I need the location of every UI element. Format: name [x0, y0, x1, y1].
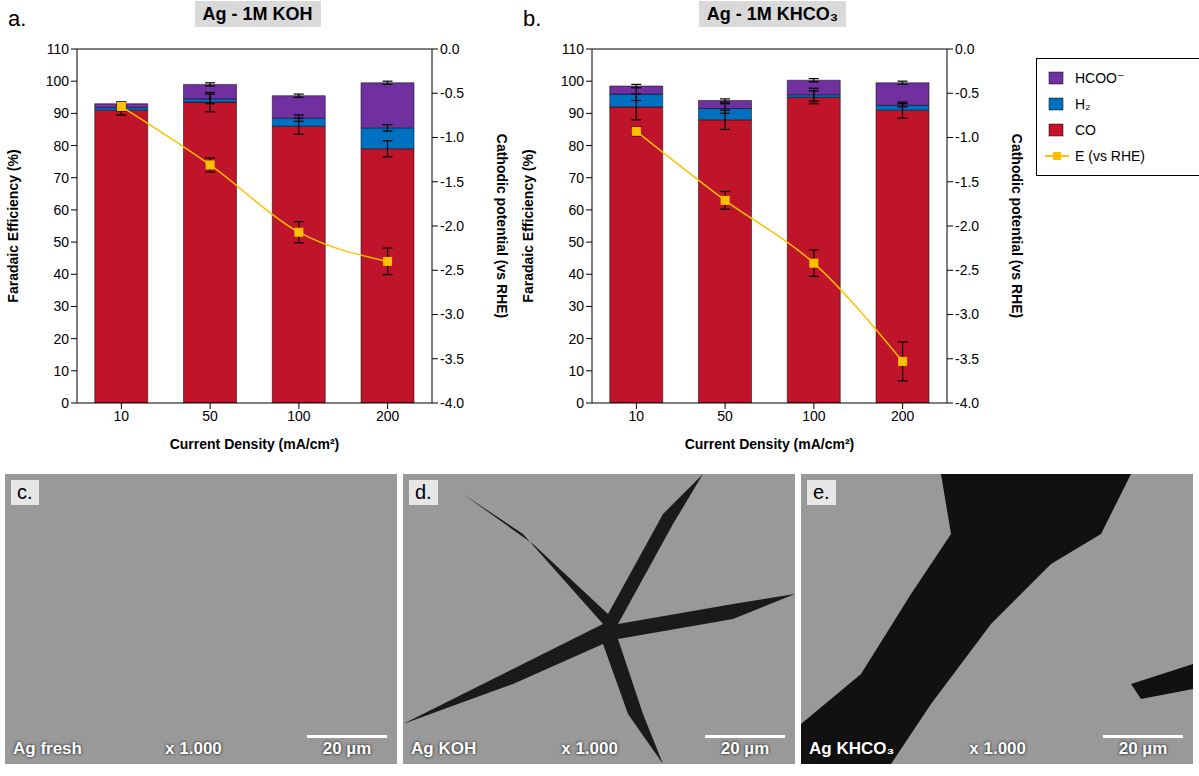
html-text:b.: b.	[523, 6, 542, 31]
svg-text:Faradaic Efficiency (%): Faradaic Efficiency (%)	[520, 149, 536, 302]
svg-text:110: 110	[47, 41, 70, 57]
html-text:HCOO⁻: HCOO⁻	[1075, 70, 1125, 86]
html-text:H₂: H₂	[1075, 96, 1091, 112]
html-text:CO: CO	[1075, 122, 1096, 138]
svg-text:-1.0: -1.0	[955, 129, 979, 145]
html-text:x 1.000: x 1.000	[165, 739, 222, 758]
svg-text:10: 10	[568, 363, 584, 379]
svg-text:-0.5: -0.5	[440, 85, 464, 101]
html-text:d.: d.	[415, 481, 432, 503]
svg-text:0: 0	[61, 395, 69, 411]
svg-text:Current Density (mA/cm²): Current Density (mA/cm²)	[685, 436, 855, 452]
svg-text:40: 40	[53, 266, 69, 282]
svg-text:-2.5: -2.5	[955, 262, 979, 278]
svg-text:-3.0: -3.0	[440, 306, 464, 322]
svg-text:-2.5: -2.5	[440, 262, 464, 278]
html-text:Ag KOH: Ag KOH	[411, 739, 477, 758]
svg-text:30: 30	[568, 298, 584, 314]
svg-text:70: 70	[53, 170, 69, 186]
svg-text:80: 80	[568, 138, 584, 154]
svg-text:-2.0: -2.0	[440, 218, 464, 234]
svg-text:100: 100	[561, 73, 585, 89]
svg-text:50: 50	[53, 234, 69, 250]
svg-text:Cathodic potential (vs RHE): Cathodic potential (vs RHE)	[1009, 134, 1025, 318]
html-text:20 µm: 20 µm	[1118, 739, 1168, 758]
svg-text:0: 0	[576, 395, 584, 411]
svg-text:50: 50	[717, 408, 733, 424]
svg-text:90: 90	[53, 105, 69, 121]
svg-text:-2.0: -2.0	[955, 218, 979, 234]
svg-text:-1.5: -1.5	[955, 174, 979, 190]
svg-text:110: 110	[562, 41, 585, 57]
html-text:E (vs RHE): E (vs RHE)	[1075, 148, 1145, 164]
svg-text:100: 100	[46, 73, 70, 89]
svg-text:-1.5: -1.5	[440, 174, 464, 190]
svg-text:Current Density (mA/cm²): Current Density (mA/cm²)	[170, 436, 340, 452]
svg-text:-3.0: -3.0	[955, 306, 979, 322]
svg-text:10: 10	[53, 363, 69, 379]
svg-text:90: 90	[568, 105, 584, 121]
svg-text:100: 100	[287, 408, 311, 424]
html-text:Ag - 1M KHCO₃: Ag - 1M KHCO₃	[706, 4, 839, 24]
html-text:Ag - 1M KOH: Ag - 1M KOH	[202, 4, 313, 24]
html-text:e.: e.	[813, 481, 830, 503]
svg-text:-1.0: -1.0	[440, 129, 464, 145]
svg-text:60: 60	[568, 202, 584, 218]
svg-text:-3.5: -3.5	[955, 351, 979, 367]
svg-text:20: 20	[568, 331, 584, 347]
svg-text:100: 100	[802, 408, 826, 424]
svg-text:200: 200	[891, 408, 915, 424]
svg-text:Cathodic potential (vs RHE): Cathodic potential (vs RHE)	[494, 134, 510, 318]
svg-text:-4.0: -4.0	[955, 395, 979, 411]
html-text:Ag KHCO₃: Ag KHCO₃	[809, 739, 895, 758]
svg-text:10: 10	[629, 408, 645, 424]
svg-text:-0.5: -0.5	[955, 85, 979, 101]
svg-text:30: 30	[53, 298, 69, 314]
html-text:Ag fresh: Ag fresh	[13, 739, 82, 758]
svg-text:80: 80	[53, 138, 69, 154]
svg-text:50: 50	[202, 408, 218, 424]
svg-text:200: 200	[376, 408, 400, 424]
svg-text:70: 70	[568, 170, 584, 186]
html-text:20 µm: 20 µm	[720, 739, 770, 758]
svg-text:60: 60	[53, 202, 69, 218]
svg-text:40: 40	[568, 266, 584, 282]
svg-text:50: 50	[568, 234, 584, 250]
svg-text:-4.0: -4.0	[440, 395, 464, 411]
html-text:x 1.000: x 1.000	[561, 739, 618, 758]
svg-text:0.0: 0.0	[440, 41, 460, 57]
html-text:x 1.000: x 1.000	[969, 739, 1026, 758]
svg-text:20: 20	[53, 331, 69, 347]
svg-text:Faradaic Efficiency (%): Faradaic Efficiency (%)	[5, 149, 21, 302]
html-text:20 µm: 20 µm	[322, 739, 372, 758]
html-text:a.: a.	[8, 6, 27, 31]
svg-text:0.0: 0.0	[955, 41, 975, 57]
svg-text:-3.5: -3.5	[440, 351, 464, 367]
html-text:c.: c.	[17, 481, 33, 503]
svg-text:10: 10	[114, 408, 130, 424]
